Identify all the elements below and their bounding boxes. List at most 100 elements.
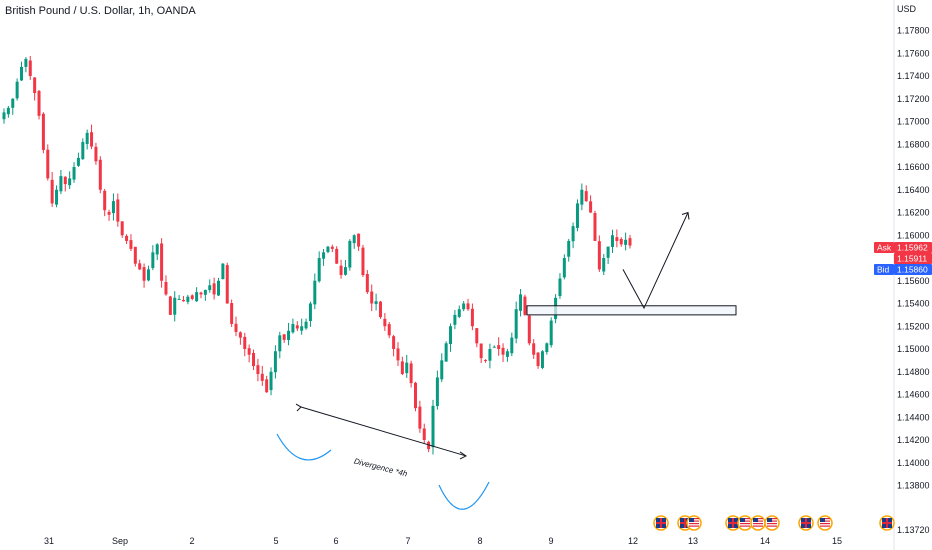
candle-body — [326, 246, 330, 253]
candle-body — [610, 235, 614, 247]
gb-flag-icon[interactable] — [653, 515, 669, 531]
candle-body — [247, 348, 251, 355]
candle-body — [562, 258, 566, 278]
candle-body — [155, 244, 159, 255]
ask-badge-label: Ask — [877, 243, 892, 253]
gb-flag-icon[interactable] — [879, 515, 895, 531]
candle-body — [37, 90, 41, 116]
candle-body — [63, 176, 67, 185]
candle-body — [291, 323, 295, 333]
candle-body — [505, 351, 509, 357]
candle-body — [479, 343, 483, 359]
candle-body — [462, 303, 466, 310]
candle-body — [212, 283, 216, 295]
candle-body — [365, 274, 369, 293]
candle-body — [624, 239, 628, 245]
us-flag-icon[interactable] — [737, 515, 753, 531]
last-price-badge-bg — [894, 253, 932, 264]
candle-body — [387, 324, 391, 336]
price-tick-label: 1.15400 — [897, 299, 930, 309]
bid-badge-bg — [894, 264, 932, 275]
candle-body — [536, 352, 540, 367]
candle-body — [453, 314, 457, 325]
gb-flag-icon[interactable] — [798, 515, 814, 531]
candle-body — [120, 221, 124, 236]
ask-badge-label-bg — [874, 242, 894, 253]
candle-body — [6, 107, 10, 115]
candle-body — [260, 373, 264, 381]
candle-body — [602, 258, 606, 272]
us-flag-icon[interactable] — [817, 515, 833, 531]
divergence-arrowhead-left — [295, 403, 302, 412]
price-tick-label: 1.14600 — [897, 390, 930, 400]
candle-body — [33, 77, 37, 94]
candle-body — [435, 377, 439, 407]
candle-body — [322, 252, 326, 259]
candle-body — [523, 296, 527, 315]
candle-body — [300, 326, 304, 331]
price-tick-label: 1.17400 — [897, 71, 930, 81]
candle-body — [396, 348, 400, 361]
price-tick-label: 1.16200 — [897, 208, 930, 218]
candle-body — [343, 267, 347, 275]
candle-body — [129, 240, 133, 249]
candle-body — [400, 361, 404, 375]
candle-body — [492, 346, 496, 348]
candle-body — [225, 265, 229, 304]
candle-body — [440, 360, 444, 380]
time-tick-label: 13 — [688, 536, 698, 546]
candle-body — [313, 280, 317, 305]
price-tick-label: 1.17000 — [897, 117, 930, 127]
price-tick-label: 1.13800 — [897, 481, 930, 491]
candle-body — [330, 246, 334, 249]
candle-body — [24, 58, 28, 67]
divergence-arc-left — [276, 433, 332, 461]
candle-body — [580, 189, 584, 205]
gb-flag-icon[interactable] — [725, 515, 741, 531]
candle-body — [545, 343, 549, 353]
time-tick-label: 5 — [273, 536, 278, 546]
divergence-line[interactable] — [300, 406, 467, 457]
bid-badge-label-bg — [874, 264, 894, 275]
projection-path[interactable] — [622, 212, 689, 310]
ask-badge-value: 1.15962 — [897, 243, 928, 253]
time-tick-label: 12 — [628, 536, 638, 546]
candle-body — [59, 176, 63, 192]
candle-body — [628, 238, 632, 246]
candle-body — [46, 149, 50, 179]
candle-body — [497, 345, 501, 349]
candle-body — [475, 328, 479, 344]
candle-body — [103, 190, 107, 211]
price-tick-label: 1.17200 — [897, 94, 930, 104]
time-tick-label: Sep — [112, 536, 128, 546]
price-tick-label: 1.14400 — [897, 412, 930, 422]
projection-arrowhead — [681, 211, 690, 220]
candle-body — [352, 235, 356, 244]
bid-badge-label: Bid — [877, 265, 890, 275]
candle-body — [273, 351, 277, 373]
candle-body — [488, 349, 492, 361]
us-flag-icon[interactable] — [686, 515, 702, 531]
candle-body — [335, 248, 339, 264]
us-flag-icon[interactable] — [764, 515, 780, 531]
candle-body — [68, 178, 72, 186]
time-tick-label: 6 — [333, 536, 338, 546]
candle-body — [317, 258, 321, 282]
time-tick-label: 9 — [548, 536, 553, 546]
candle-body — [252, 352, 256, 367]
candle-body — [374, 301, 378, 305]
candle-body — [81, 141, 85, 160]
support-zone-rect[interactable] — [526, 305, 737, 316]
candle-body — [357, 233, 361, 247]
candle-body — [203, 289, 207, 295]
candle-body — [532, 343, 536, 355]
candle-body — [558, 278, 562, 297]
price-tick-label: 1.16600 — [897, 162, 930, 172]
us-flag-icon[interactable] — [750, 515, 766, 531]
candle-body — [181, 299, 185, 302]
candle-body — [138, 263, 142, 270]
candle-body — [540, 351, 544, 368]
candle-body — [615, 237, 619, 241]
